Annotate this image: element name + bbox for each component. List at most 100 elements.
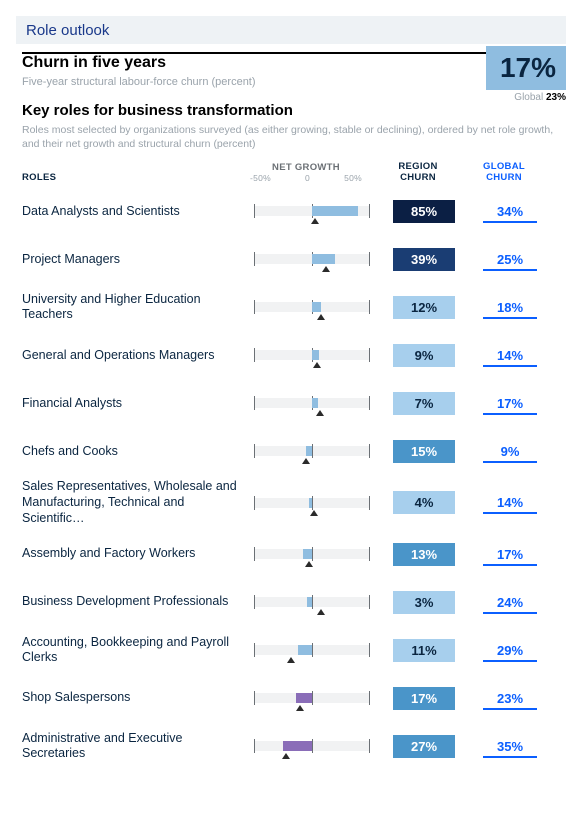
global-churn: 18%: [472, 296, 548, 319]
table-row: General and Operations Managers 9% 14%: [22, 331, 560, 379]
global-churn-value: 14%: [483, 491, 537, 514]
churn-block: Churn in five years Five-year structural…: [22, 52, 560, 88]
global-churn-value: 17%: [483, 543, 537, 566]
growth-bar: [283, 741, 312, 751]
region-churn-value: 13%: [393, 543, 455, 566]
region-churn-value: 9%: [393, 344, 455, 367]
table-row: Shop Salespersons 17% 23%: [22, 674, 560, 722]
global-churn: 17%: [472, 392, 548, 415]
table-row: University and Higher Education Teachers…: [22, 283, 560, 331]
net-growth-chart: [248, 345, 376, 365]
global-churn: 35%: [472, 735, 548, 758]
role-name: General and Operations Managers: [22, 348, 248, 364]
region-churn-value: 3%: [393, 591, 455, 614]
table-header: ROLES NET GROWTH -50% 0 50% REGION CHURN…: [22, 161, 560, 183]
global-churn: 14%: [472, 344, 548, 367]
global-churn: 23%: [472, 687, 548, 710]
growth-marker: [317, 314, 325, 320]
header-region: REGION CHURN: [380, 161, 456, 183]
region-churn-value: 39%: [393, 248, 455, 271]
growth-bar: [296, 693, 312, 703]
growth-bar: [298, 645, 312, 655]
global-churn: 9%: [472, 440, 548, 463]
net-growth-chart: [248, 201, 376, 221]
global-churn-value: 25%: [483, 248, 537, 271]
global-churn: 34%: [472, 200, 548, 223]
header-roles: ROLES: [22, 172, 242, 183]
region-churn: 7%: [386, 392, 462, 415]
region-churn: 11%: [386, 639, 462, 662]
page: Role outlook Churn in five years Five-ye…: [0, 0, 582, 816]
table-row: Data Analysts and Scientists 85% 34%: [22, 187, 560, 235]
global-churn-value: 24%: [483, 591, 537, 614]
region-churn: 39%: [386, 248, 462, 271]
role-name: Data Analysts and Scientists: [22, 204, 248, 220]
region-churn: 15%: [386, 440, 462, 463]
role-name: Business Development Professionals: [22, 594, 248, 610]
region-churn-value: 4%: [393, 491, 455, 514]
role-name: Sales Representatives, Wholesale and Man…: [22, 479, 248, 526]
region-churn-value: 15%: [393, 440, 455, 463]
growth-bar: [309, 498, 312, 508]
region-churn: 4%: [386, 491, 462, 514]
net-growth-chart: [248, 441, 376, 461]
global-churn: 29%: [472, 639, 548, 662]
region-churn-value: 85%: [393, 200, 455, 223]
growth-marker: [305, 561, 313, 567]
churn-global-label: Global 23%: [514, 92, 566, 103]
global-churn-value: 14%: [483, 344, 537, 367]
keyroles-title: Key roles for business transformation: [22, 102, 560, 119]
role-name: Financial Analysts: [22, 396, 248, 412]
table-row: Financial Analysts 7% 17%: [22, 379, 560, 427]
section-header: Role outlook: [16, 16, 566, 44]
global-churn-value: 23%: [483, 687, 537, 710]
global-churn: 14%: [472, 491, 548, 514]
global-churn: 17%: [472, 543, 548, 566]
table-row: Assembly and Factory Workers13%17%: [22, 530, 560, 578]
region-churn: 9%: [386, 344, 462, 367]
tick-lo: -50%: [250, 173, 271, 183]
tick-mid: 0: [305, 173, 310, 183]
role-name: Project Managers: [22, 252, 248, 268]
table-row: Business Development Professionals 3% 24%: [22, 578, 560, 626]
header-netgrowth-label: NET GROWTH: [242, 162, 370, 173]
growth-marker: [310, 510, 318, 516]
net-growth-chart: [248, 544, 376, 564]
churn-title: Churn in five years: [22, 54, 560, 72]
region-churn-value: 27%: [393, 735, 455, 758]
growth-bar: [306, 446, 312, 456]
role-name: Administrative and Executive Secretaries: [22, 731, 248, 762]
net-growth-chart: [248, 736, 376, 756]
net-growth-chart: [248, 393, 376, 413]
role-name: Shop Salespersons: [22, 690, 248, 706]
tick-hi: 50%: [344, 173, 362, 183]
rows-container: Data Analysts and Scientists 85% 34% Projec…: [22, 187, 560, 770]
region-churn-value: 17%: [393, 687, 455, 710]
table-row: Accounting, Bookkeeping and Payroll Cler…: [22, 626, 560, 674]
global-label-text: Global: [514, 92, 543, 103]
region-churn: 17%: [386, 687, 462, 710]
region-churn-value: 11%: [393, 639, 455, 662]
global-churn-value: 18%: [483, 296, 537, 319]
growth-bar: [307, 597, 312, 607]
growth-marker: [311, 218, 319, 224]
region-churn: 3%: [386, 591, 462, 614]
region-churn: 27%: [386, 735, 462, 758]
growth-bar: [312, 254, 335, 264]
region-churn: 85%: [386, 200, 462, 223]
net-growth-chart: [248, 592, 376, 612]
growth-marker: [287, 657, 295, 663]
region-churn: 12%: [386, 296, 462, 319]
role-name: Accounting, Bookkeeping and Payroll Cler…: [22, 635, 248, 666]
global-churn-value: 29%: [483, 639, 537, 662]
net-growth-chart: [248, 688, 376, 708]
role-name: Chefs and Cooks: [22, 444, 248, 460]
growth-marker: [302, 458, 310, 464]
global-churn-value: 9%: [483, 440, 537, 463]
growth-bar: [303, 549, 312, 559]
growth-marker: [282, 753, 290, 759]
growth-bar: [312, 206, 358, 216]
region-churn: 13%: [386, 543, 462, 566]
net-growth-chart: [248, 640, 376, 660]
header-netgrowth: NET GROWTH -50% 0 50%: [242, 162, 370, 183]
